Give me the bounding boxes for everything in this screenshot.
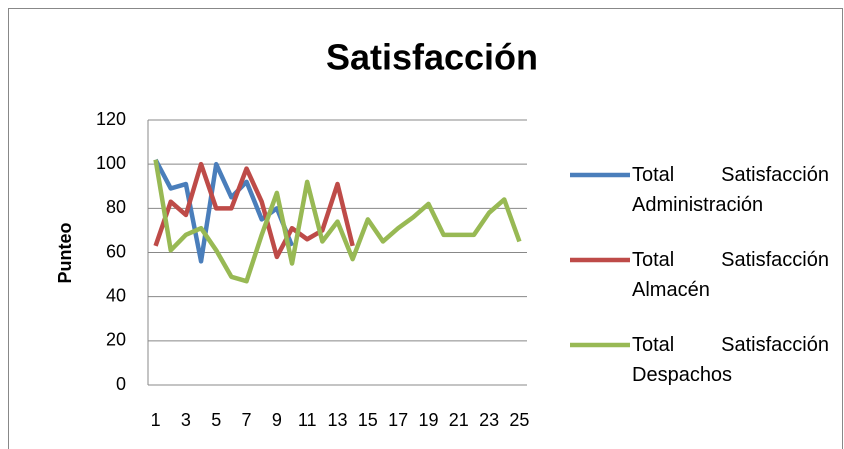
x-tick-label: 21 xyxy=(449,410,469,430)
legend-label: Total Satisfacción Despachos xyxy=(632,334,829,386)
y-tick-label: 100 xyxy=(96,153,126,173)
x-tick-label: 9 xyxy=(272,410,282,430)
x-tick-label: 23 xyxy=(479,410,499,430)
legend-label: Total Satisfacción Administración xyxy=(632,164,829,216)
x-tick-label: 19 xyxy=(418,410,438,430)
y-tick-label: 0 xyxy=(116,374,126,394)
x-tick-label: 11 xyxy=(298,410,317,430)
y-tick-label: 120 xyxy=(96,109,126,129)
x-tick-label: 7 xyxy=(242,410,252,430)
x-tick-label: 13 xyxy=(327,410,347,430)
y-tick-label: 40 xyxy=(106,285,126,305)
y-tick-label: 20 xyxy=(106,330,126,350)
series-line xyxy=(153,159,522,284)
x-tick-label: 1 xyxy=(151,410,161,430)
x-tick-label: 25 xyxy=(509,410,529,430)
x-tick-label: 15 xyxy=(358,410,378,430)
y-axis-label: Punteo xyxy=(55,222,75,283)
x-tick-label: 5 xyxy=(211,410,221,430)
chart-title: Satisfacción xyxy=(326,37,538,78)
y-tick-label: 80 xyxy=(106,197,126,217)
legend-label: Total Satisfacción Almacén xyxy=(632,249,829,301)
x-tick-label: 17 xyxy=(388,410,408,430)
chart-border xyxy=(8,8,843,449)
y-tick-label: 60 xyxy=(106,241,126,261)
x-tick-label: 3 xyxy=(181,410,191,430)
